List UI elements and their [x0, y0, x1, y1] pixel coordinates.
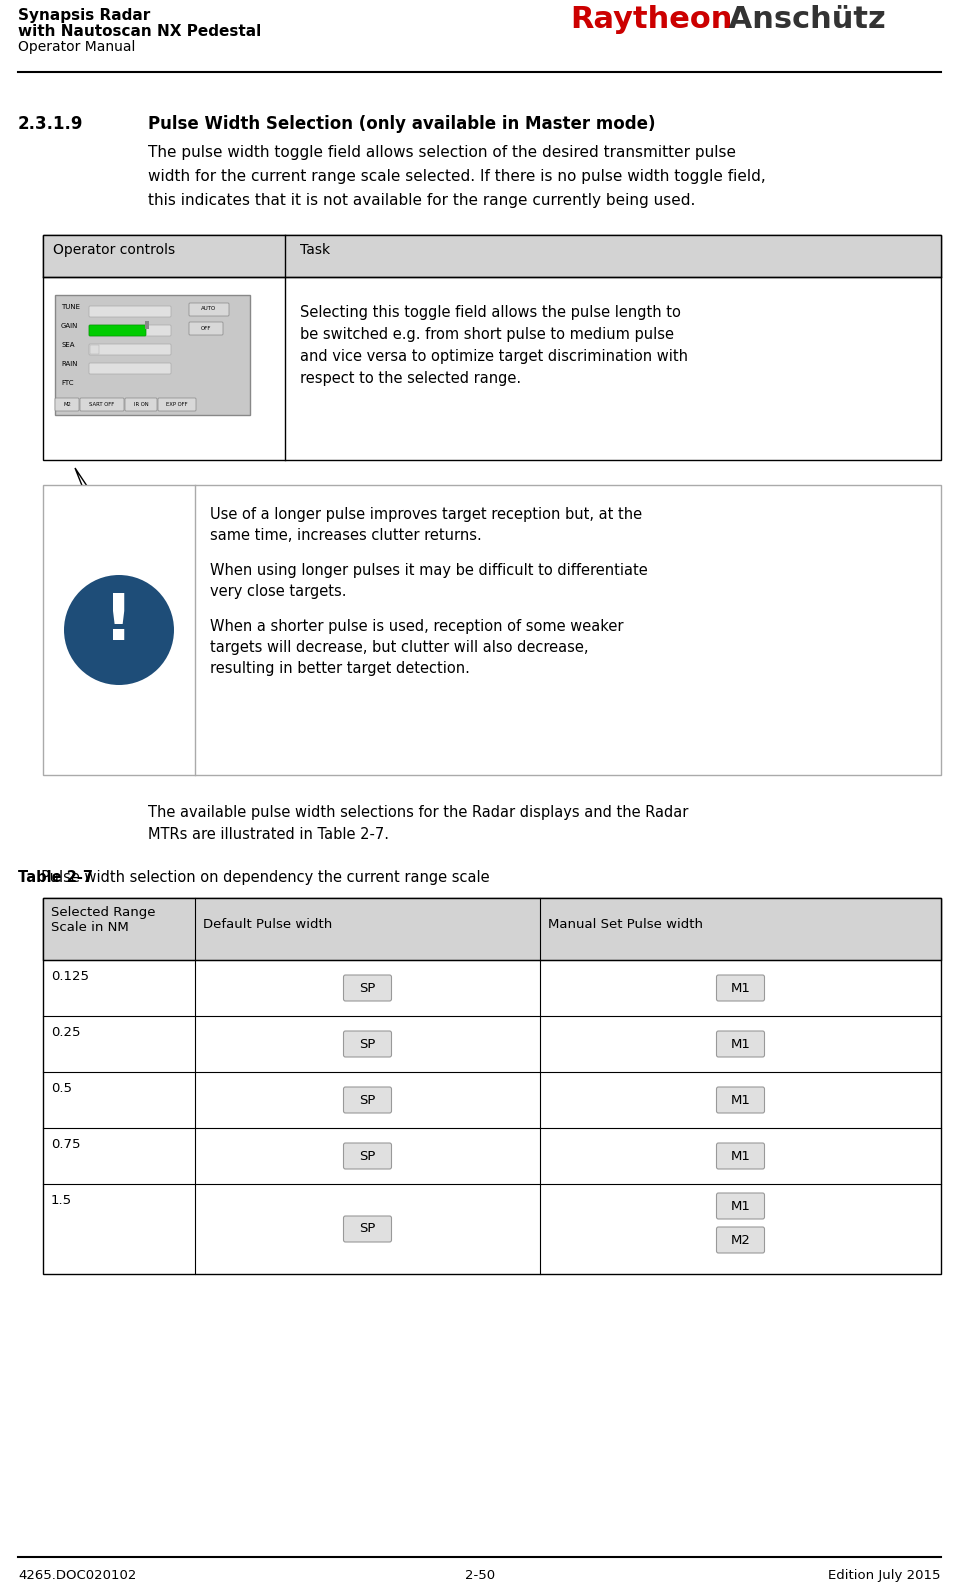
FancyBboxPatch shape [189, 321, 223, 336]
Text: Manual Set Pulse width: Manual Set Pulse width [548, 918, 703, 931]
Text: width for the current range scale selected. If there is no pulse width toggle fi: width for the current range scale select… [148, 169, 765, 185]
Text: this indicates that it is not available for the range currently being used.: this indicates that it is not available … [148, 193, 695, 208]
Text: respect to the selected range.: respect to the selected range. [300, 371, 521, 387]
Bar [55, 294, 250, 415]
Text: The available pulse width selections for the Radar displays and the Radar: The available pulse width selections for… [148, 805, 689, 819]
Text: M1: M1 [731, 1200, 751, 1212]
Bar [43, 897, 941, 959]
Bar [43, 235, 941, 277]
Text: When using longer pulses it may be difficult to differentiate: When using longer pulses it may be diffi… [210, 563, 647, 578]
Text: 0.125: 0.125 [51, 971, 89, 983]
FancyBboxPatch shape [716, 975, 764, 1001]
Text: very close targets.: very close targets. [210, 584, 346, 598]
Text: M2: M2 [731, 1233, 751, 1246]
Text: Pulse Width Selection (only available in Master mode): Pulse Width Selection (only available in… [148, 115, 656, 134]
Text: AUTO: AUTO [201, 307, 217, 312]
Text: OFF: OFF [200, 326, 211, 331]
Polygon shape [75, 468, 95, 498]
Text: Selected Range
Scale in NM: Selected Range Scale in NM [51, 905, 155, 934]
FancyBboxPatch shape [55, 398, 79, 410]
Text: GAIN: GAIN [61, 323, 79, 329]
Text: with Nautoscan NX Pedestal: with Nautoscan NX Pedestal [18, 24, 261, 40]
Text: FTC: FTC [61, 380, 74, 387]
FancyBboxPatch shape [89, 325, 146, 336]
Text: SP: SP [360, 1093, 376, 1106]
Text: RAIN: RAIN [61, 361, 78, 368]
Text: 4265.DOC020102: 4265.DOC020102 [18, 1569, 136, 1581]
Text: SP: SP [360, 1150, 376, 1163]
Text: 0.75: 0.75 [51, 1138, 81, 1150]
FancyBboxPatch shape [89, 344, 171, 355]
Text: The pulse width toggle field allows selection of the desired transmitter pulse: The pulse width toggle field allows sele… [148, 145, 736, 161]
FancyBboxPatch shape [343, 975, 391, 1001]
FancyBboxPatch shape [80, 398, 124, 410]
FancyBboxPatch shape [343, 1216, 391, 1243]
FancyBboxPatch shape [716, 1193, 764, 1219]
Text: Use of a longer pulse improves target reception but, at the: Use of a longer pulse improves target re… [210, 508, 643, 522]
FancyBboxPatch shape [89, 363, 171, 374]
Text: Pulse width selection on dependency the current range scale: Pulse width selection on dependency the … [18, 870, 490, 885]
Text: !: ! [105, 590, 133, 652]
Text: Edition July 2015: Edition July 2015 [829, 1569, 941, 1581]
Bar [43, 897, 941, 1274]
Bar [43, 485, 941, 775]
Text: Selecting this toggle field allows the pulse length to: Selecting this toggle field allows the p… [300, 305, 681, 320]
FancyBboxPatch shape [158, 398, 196, 410]
Bar [43, 235, 941, 460]
Text: 2.3.1.9: 2.3.1.9 [18, 115, 83, 134]
Text: M1: M1 [731, 982, 751, 994]
Text: same time, increases clutter returns.: same time, increases clutter returns. [210, 528, 481, 543]
Text: Task: Task [300, 243, 330, 258]
Bar [90, 345, 99, 355]
FancyBboxPatch shape [89, 305, 171, 317]
FancyBboxPatch shape [716, 1031, 764, 1056]
FancyBboxPatch shape [343, 1031, 391, 1056]
Text: 2-50: 2-50 [465, 1569, 495, 1581]
Text: EXP OFF: EXP OFF [166, 403, 188, 407]
FancyBboxPatch shape [343, 1142, 391, 1169]
Text: Synapsis Radar: Synapsis Radar [18, 8, 151, 22]
Text: IR ON: IR ON [133, 403, 149, 407]
Text: and vice versa to optimize target discrimination with: and vice versa to optimize target discri… [300, 348, 688, 364]
Text: SART OFF: SART OFF [89, 403, 115, 407]
Text: 0.25: 0.25 [51, 1026, 81, 1039]
Text: When a shorter pulse is used, reception of some weaker: When a shorter pulse is used, reception … [210, 619, 623, 633]
Text: Default Pulse width: Default Pulse width [203, 918, 332, 931]
Text: TUNE: TUNE [61, 304, 80, 310]
Text: SP: SP [360, 1037, 376, 1050]
Text: Table 2-7: Table 2-7 [18, 870, 93, 885]
Text: Anschütz: Anschütz [718, 5, 886, 33]
Circle shape [64, 574, 174, 686]
Bar [145, 321, 149, 329]
FancyBboxPatch shape [125, 398, 157, 410]
Text: M2: M2 [63, 403, 71, 407]
FancyBboxPatch shape [716, 1087, 764, 1114]
FancyBboxPatch shape [716, 1142, 764, 1169]
Text: 0.5: 0.5 [51, 1082, 72, 1095]
FancyBboxPatch shape [343, 1087, 391, 1114]
Text: Operator controls: Operator controls [53, 243, 175, 258]
Text: targets will decrease, but clutter will also decrease,: targets will decrease, but clutter will … [210, 640, 589, 655]
Text: be switched e.g. from short pulse to medium pulse: be switched e.g. from short pulse to med… [300, 328, 674, 342]
FancyBboxPatch shape [189, 302, 229, 317]
Text: Raytheon: Raytheon [570, 5, 733, 33]
Text: SP: SP [360, 1222, 376, 1236]
Text: SEA: SEA [61, 342, 75, 348]
Text: SP: SP [360, 982, 376, 994]
FancyBboxPatch shape [89, 325, 171, 336]
Text: Operator Manual: Operator Manual [18, 40, 135, 54]
Text: M1: M1 [731, 1093, 751, 1106]
Text: 1.5: 1.5 [51, 1193, 72, 1208]
Text: MTRs are illustrated in Table 2-7.: MTRs are illustrated in Table 2-7. [148, 827, 389, 842]
Text: M1: M1 [731, 1037, 751, 1050]
FancyBboxPatch shape [716, 1227, 764, 1254]
Text: M1: M1 [731, 1150, 751, 1163]
Text: resulting in better target detection.: resulting in better target detection. [210, 660, 470, 676]
